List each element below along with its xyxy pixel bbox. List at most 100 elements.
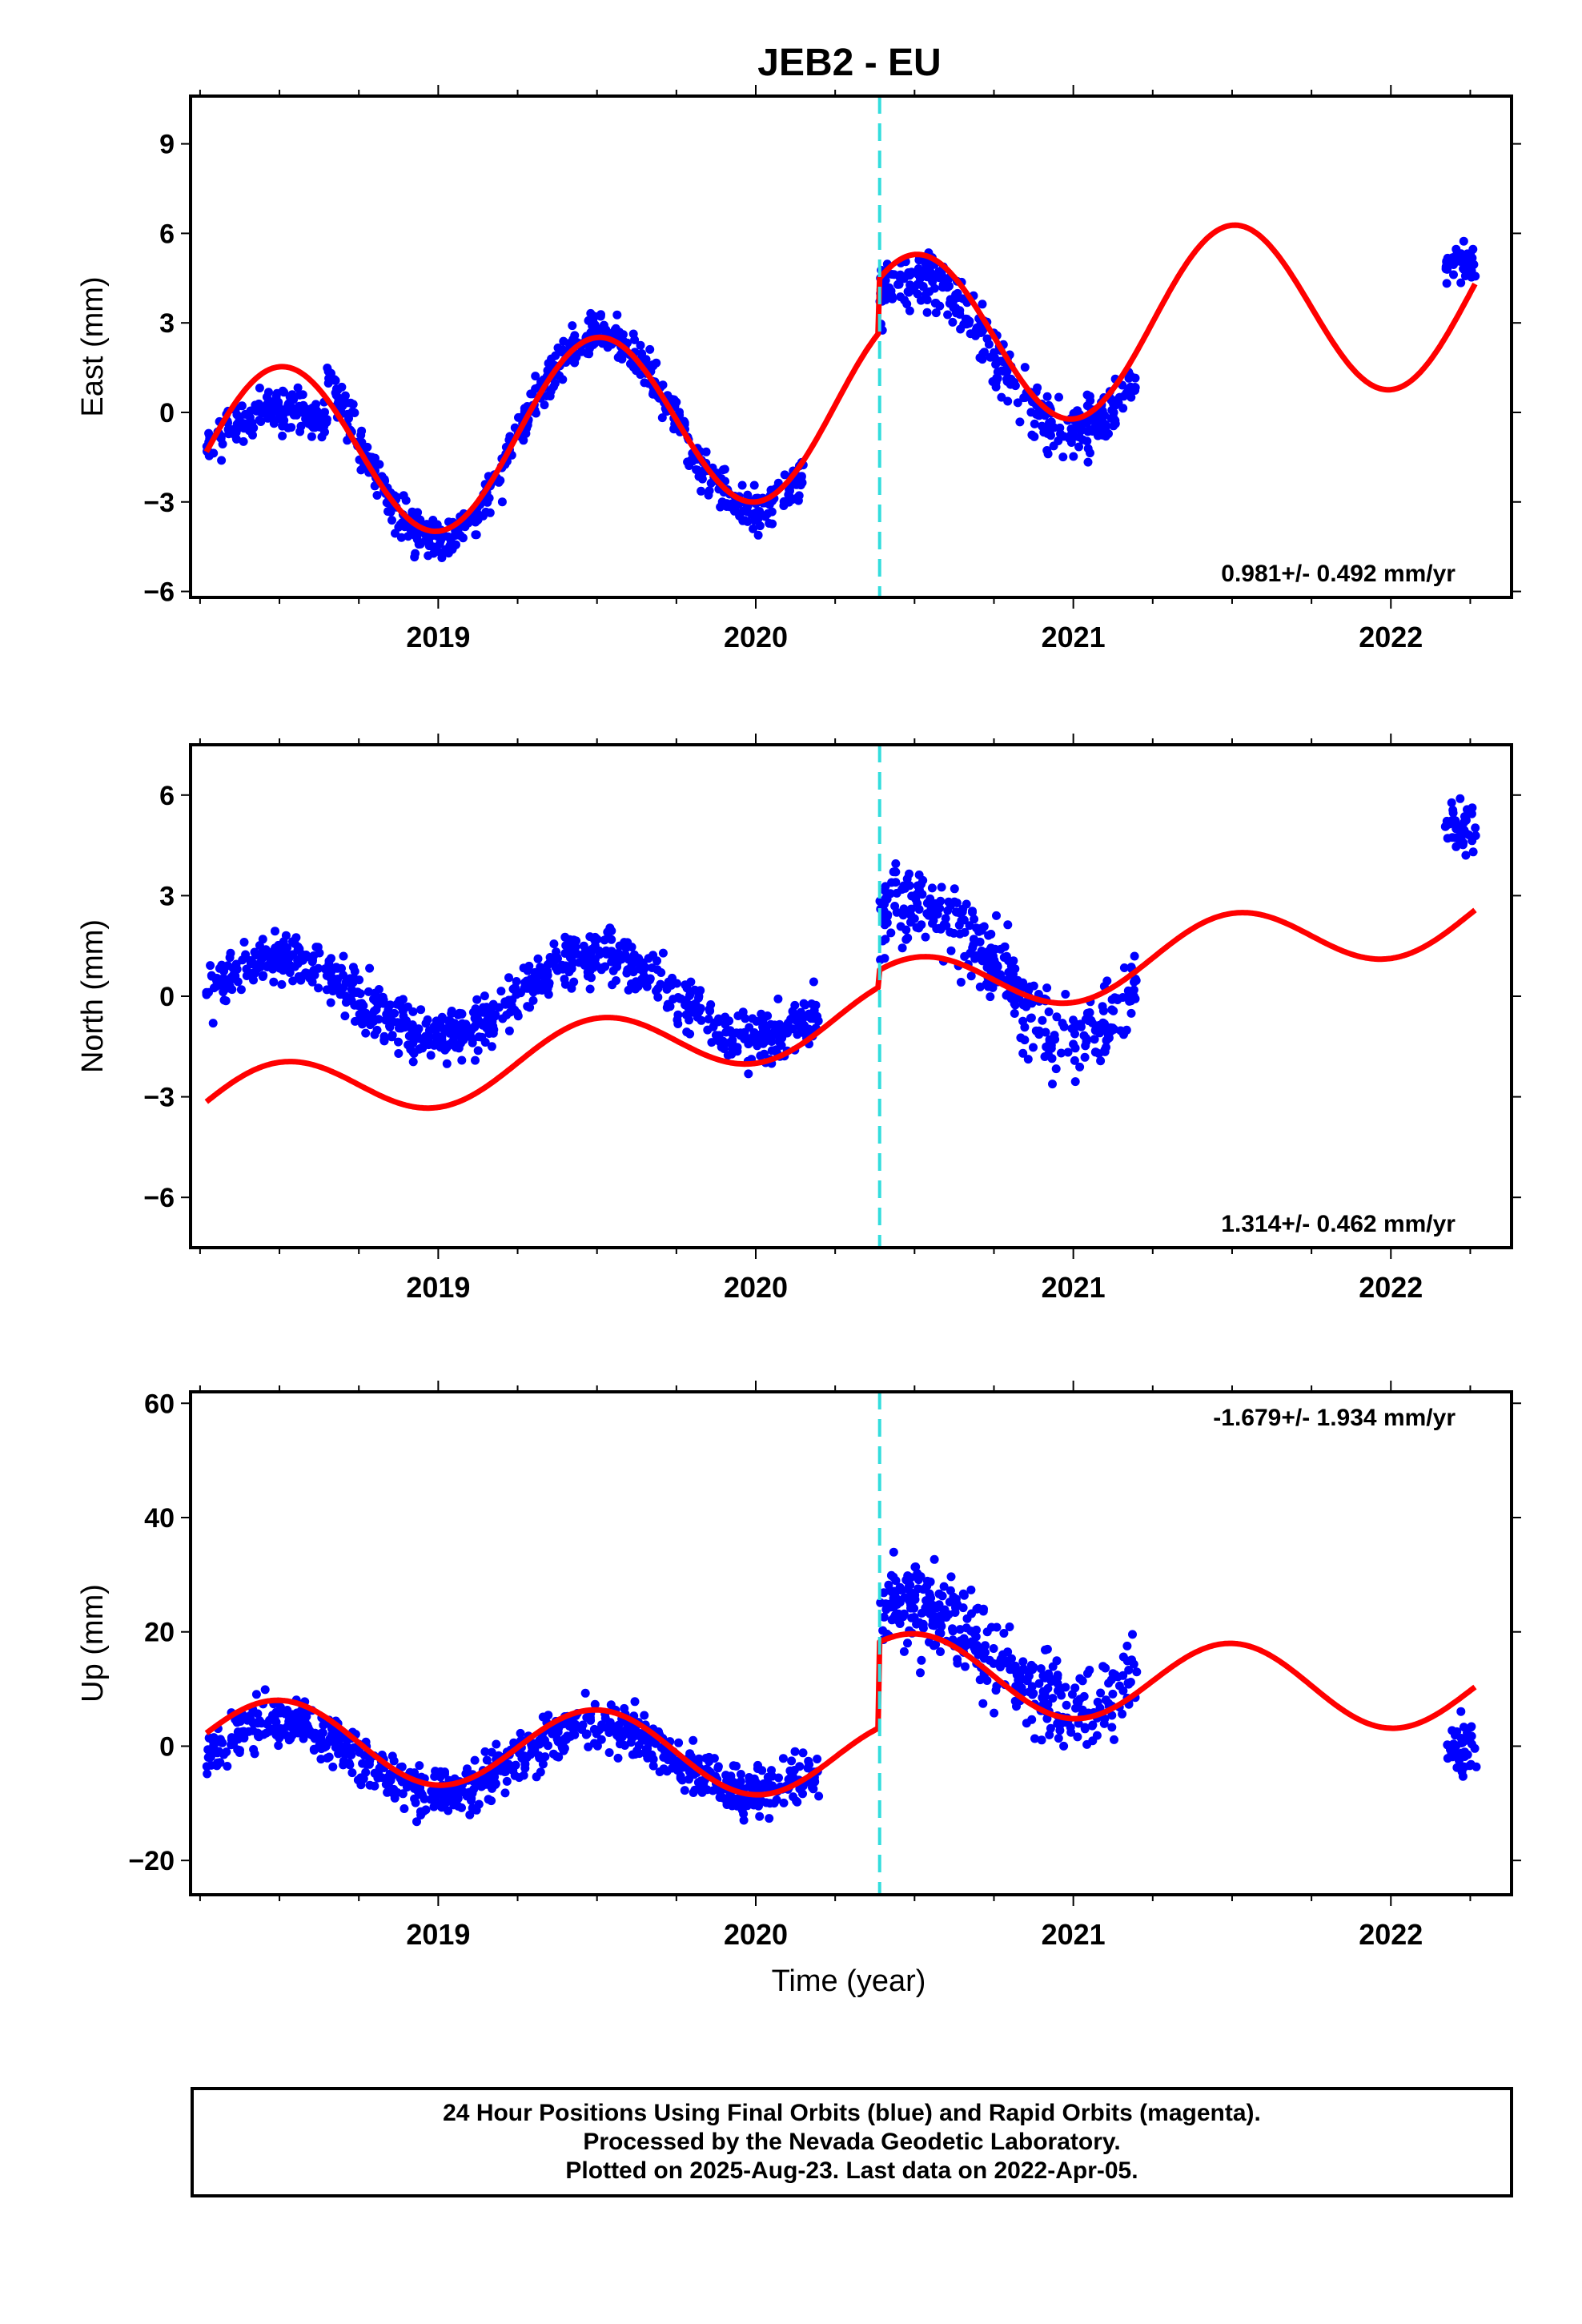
north-data-point (418, 1043, 428, 1053)
up-data-point (1034, 1679, 1044, 1688)
up-data-point (632, 1746, 642, 1755)
up-data-point (739, 1815, 749, 1825)
up-data-point (636, 1732, 646, 1742)
north-data-point (623, 965, 632, 975)
north-data-point (504, 1026, 514, 1035)
up-data-point (992, 1622, 1002, 1632)
up-data-point (276, 1703, 285, 1712)
north-data-point (681, 1000, 690, 1010)
up-data-point (1030, 1734, 1039, 1743)
north-data-point (721, 1019, 730, 1029)
north-data-point (528, 995, 538, 1005)
up-data-point (239, 1733, 249, 1743)
panel-up: Up (mm) −20 0 20 40 60 2019 2020 2021 2022 -1.679+… (76, 1381, 1521, 1951)
north-data-point (990, 964, 999, 974)
north-data-point (447, 1009, 456, 1019)
north-data-point (1442, 816, 1452, 826)
north-data-point (293, 955, 303, 965)
up-model-line (204, 1630, 1477, 1798)
east-data-point (738, 506, 748, 516)
north-data-point (736, 1028, 745, 1038)
east-data-point (285, 392, 295, 401)
up-data-point (1096, 1688, 1106, 1698)
up-data-point (1088, 1736, 1098, 1746)
up-data-point (592, 1741, 602, 1751)
north-data-point (288, 976, 298, 986)
up-data-point (227, 1738, 237, 1747)
up-data-point (884, 1580, 893, 1590)
north-data-point (374, 1015, 383, 1024)
north-data-point (631, 977, 640, 987)
up-data-point (1118, 1709, 1127, 1719)
north-data-point (950, 884, 959, 894)
up-data-point (361, 1767, 371, 1777)
up-data-point (316, 1729, 326, 1738)
north-data-point (1096, 1056, 1106, 1066)
east-data-point (1100, 411, 1110, 420)
north-data-point (1129, 991, 1138, 1001)
up-data-point (1036, 1664, 1046, 1674)
north-data-point (923, 898, 933, 907)
east-y-axis-label: East (mm) (76, 276, 110, 416)
north-data-point (1058, 1019, 1067, 1028)
up-data-point (807, 1778, 817, 1787)
north-data-point (880, 954, 889, 963)
east-data-point (494, 477, 504, 487)
east-data-point (1027, 430, 1037, 440)
north-data-point (1461, 815, 1471, 825)
up-data-point (1107, 1723, 1117, 1732)
up-data-point (467, 1794, 476, 1803)
north-data-point (346, 993, 355, 1003)
up-data-point (887, 1587, 897, 1597)
east-data-point (1058, 452, 1068, 462)
up-data-point (1467, 1722, 1476, 1731)
up-data-point (400, 1804, 409, 1813)
east-data-point (719, 500, 729, 509)
up-data-point (500, 1788, 510, 1798)
north-data-point (741, 1014, 750, 1023)
up-data-point (966, 1585, 976, 1594)
up-data-point (303, 1723, 313, 1732)
up-data-point (716, 1788, 725, 1798)
up-data-point (989, 1644, 998, 1653)
north-data-point (1026, 982, 1034, 991)
north-data-point (937, 883, 946, 892)
east-data-point (768, 519, 777, 529)
up-data-point (251, 1690, 261, 1699)
up-data-point (262, 1728, 271, 1738)
north-data-point (512, 977, 521, 986)
north-data-point (442, 1059, 452, 1068)
east-data-point (519, 436, 528, 445)
north-data-point (1468, 836, 1477, 846)
up-data-point (1114, 1681, 1124, 1691)
north-data-point (721, 1027, 731, 1037)
up-data-point (970, 1643, 979, 1653)
up-data-point (544, 1711, 553, 1720)
north-data-point (310, 971, 319, 979)
north-data-point (1061, 990, 1070, 999)
east-data-point (921, 258, 930, 267)
up-data-point (713, 1762, 723, 1771)
up-data-point (334, 1749, 343, 1759)
east-data-point (391, 529, 400, 538)
north-data-point (552, 966, 562, 975)
north-data-point (571, 943, 580, 951)
up-data-point (364, 1759, 374, 1769)
up-data-point (223, 1762, 232, 1771)
up-data-point (951, 1602, 960, 1612)
east-data-point (896, 270, 905, 279)
east-data-point (1038, 421, 1046, 431)
north-data-point (905, 869, 913, 879)
east-data-point (217, 456, 227, 465)
north-data-point (881, 935, 890, 944)
up-data-point (921, 1606, 930, 1616)
north-data-point (653, 984, 663, 993)
east-data-point (540, 400, 549, 410)
north-data-point (1018, 1048, 1028, 1058)
up-data-point (693, 1778, 703, 1787)
east-data-point (617, 354, 627, 364)
up-data-point (779, 1798, 789, 1807)
up-data-point (436, 1772, 445, 1782)
up-data-point (893, 1609, 903, 1618)
